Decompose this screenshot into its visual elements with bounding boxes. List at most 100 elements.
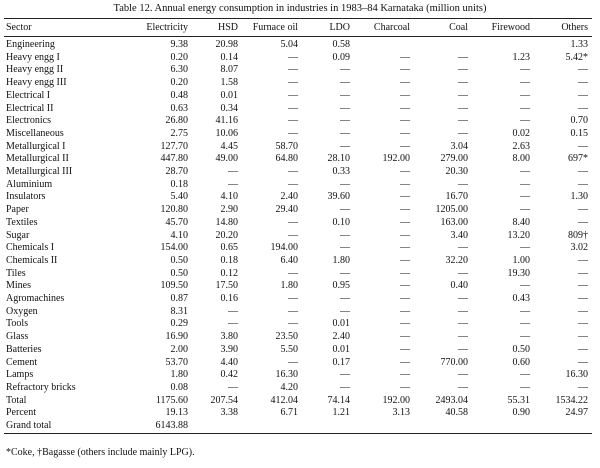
cell: — <box>400 229 410 241</box>
cell: 8.40 <box>512 216 531 228</box>
row-label: Aluminium <box>6 178 53 190</box>
cell: 0.50 <box>512 343 531 355</box>
cell: — <box>458 318 468 330</box>
cell: 58.70 <box>275 140 299 152</box>
table-row: Sugar 4.10 20.20 — — — 3.40 13.20 809† <box>4 230 592 243</box>
row-label: Heavy engg III <box>6 77 67 89</box>
row-label: Sugar <box>6 229 30 241</box>
cell: — <box>228 381 238 393</box>
cell: 28.10 <box>327 153 351 165</box>
cell: 1.58 <box>220 77 239 89</box>
cell: — <box>400 267 410 279</box>
energy-table: Sector Electricity HSD Furnace oil LDO Charco… <box>4 18 592 434</box>
cell: 0.95 <box>332 280 351 292</box>
cell: 6.71 <box>280 407 299 419</box>
cell: 5.50 <box>280 343 299 355</box>
column-header: Charcoal <box>354 18 414 37</box>
table-row: Paper 120.80 2.90 29.40 — — 1205.00 — — <box>4 204 592 217</box>
table-row: Percent 19.13 3.38 6.71 1.21 3.13 40.58 0.90 24.… <box>4 407 592 420</box>
cell: — <box>458 102 468 114</box>
table-row: Heavy engg III 0.20 1.58 — — — — — — <box>4 77 592 90</box>
table-row: Insulators 5.40 4.10 2.40 39.60 — 16.70 — 1.30 <box>4 191 592 204</box>
cell: — <box>288 305 298 317</box>
row-label: Electrical I <box>6 89 51 101</box>
cell: 4.45 <box>220 140 239 152</box>
cell: 2493.04 <box>435 394 469 406</box>
row-label: Chemicals I <box>6 242 55 254</box>
header-row: Sector Electricity HSD Furnace oil LDO Charco… <box>4 18 592 37</box>
column-header: Coal <box>414 18 472 37</box>
table-row: Metallurgical III 28.70 — — 0.33 — 20.30 — — <box>4 166 592 179</box>
cell: — <box>578 216 588 228</box>
cell: 4.10 <box>170 229 189 241</box>
cell: — <box>578 204 588 216</box>
cell: — <box>228 166 238 178</box>
cell: 194.00 <box>270 242 299 254</box>
table-row: Grand total 6143.88 <box>4 420 592 434</box>
empty-cell <box>472 420 534 434</box>
cell: — <box>400 89 410 101</box>
empty-cell <box>302 420 354 434</box>
cell: 0.08 <box>170 381 189 393</box>
cell: 0.90 <box>512 407 531 419</box>
cell: — <box>340 89 350 101</box>
cell: — <box>400 331 410 343</box>
cell: — <box>458 305 468 317</box>
cell: 16.70 <box>445 191 469 203</box>
cell: — <box>288 229 298 241</box>
cell: 120.80 <box>160 204 189 216</box>
cell: 0.42 <box>220 369 239 381</box>
cell: — <box>400 242 410 254</box>
cell: — <box>520 305 530 317</box>
cell: — <box>400 369 410 381</box>
cell: 0.01 <box>332 318 351 330</box>
cell: 64.80 <box>275 153 299 165</box>
cell: 1.23 <box>512 51 531 63</box>
cell: — <box>400 343 410 355</box>
row-label: Mines <box>6 280 31 292</box>
row-label: Metallurgical III <box>6 166 73 178</box>
cell: — <box>578 140 588 152</box>
cell: — <box>400 77 410 89</box>
cell: — <box>400 356 410 368</box>
cell: — <box>400 115 410 127</box>
cell: 14.80 <box>215 216 239 228</box>
cell: 19.13 <box>165 407 189 419</box>
cell: 10.06 <box>215 127 239 139</box>
cell: 0.02 <box>512 127 531 139</box>
cell: — <box>340 242 350 254</box>
table-row: Electrical II 0.63 0.34 — — — — — — <box>4 103 592 116</box>
cell: — <box>458 331 468 343</box>
row-label: Oxygen <box>6 305 38 317</box>
row-label: Electrical II <box>6 102 54 114</box>
empty-cell <box>354 420 414 434</box>
cell: 163.00 <box>440 216 469 228</box>
cell: 16.30 <box>565 369 589 381</box>
cell: 0.17 <box>332 356 351 368</box>
cell: — <box>458 343 468 355</box>
cell: 279.00 <box>440 153 469 165</box>
cell: 16.30 <box>275 369 299 381</box>
cell: 23.50 <box>275 331 299 343</box>
cell: — <box>400 140 410 152</box>
row-label: Agromachines <box>6 293 65 305</box>
table-row: Tools 0.29 — — 0.01 — — — — <box>4 318 592 331</box>
cell: — <box>578 267 588 279</box>
cell: — <box>400 254 410 266</box>
row-label: Total <box>6 394 27 406</box>
cell: — <box>458 293 468 305</box>
cell: 13.20 <box>507 229 531 241</box>
empty-cell <box>192 420 242 434</box>
cell: 4.20 <box>280 381 299 393</box>
cell: 16.90 <box>165 331 189 343</box>
cell: 127.70 <box>160 140 189 152</box>
cell: — <box>340 127 350 139</box>
cell: — <box>458 178 468 190</box>
table-row: Total 1175.60 207.54 412.04 74.14 192.00 2493.… <box>4 395 592 408</box>
cell: — <box>340 102 350 114</box>
cell: 6.30 <box>170 64 189 76</box>
cell: — <box>578 331 588 343</box>
cell: — <box>340 115 350 127</box>
table-row: Refractory bricks 0.08 — 4.20 — — — — — <box>4 382 592 395</box>
row-label: Paper <box>6 204 29 216</box>
